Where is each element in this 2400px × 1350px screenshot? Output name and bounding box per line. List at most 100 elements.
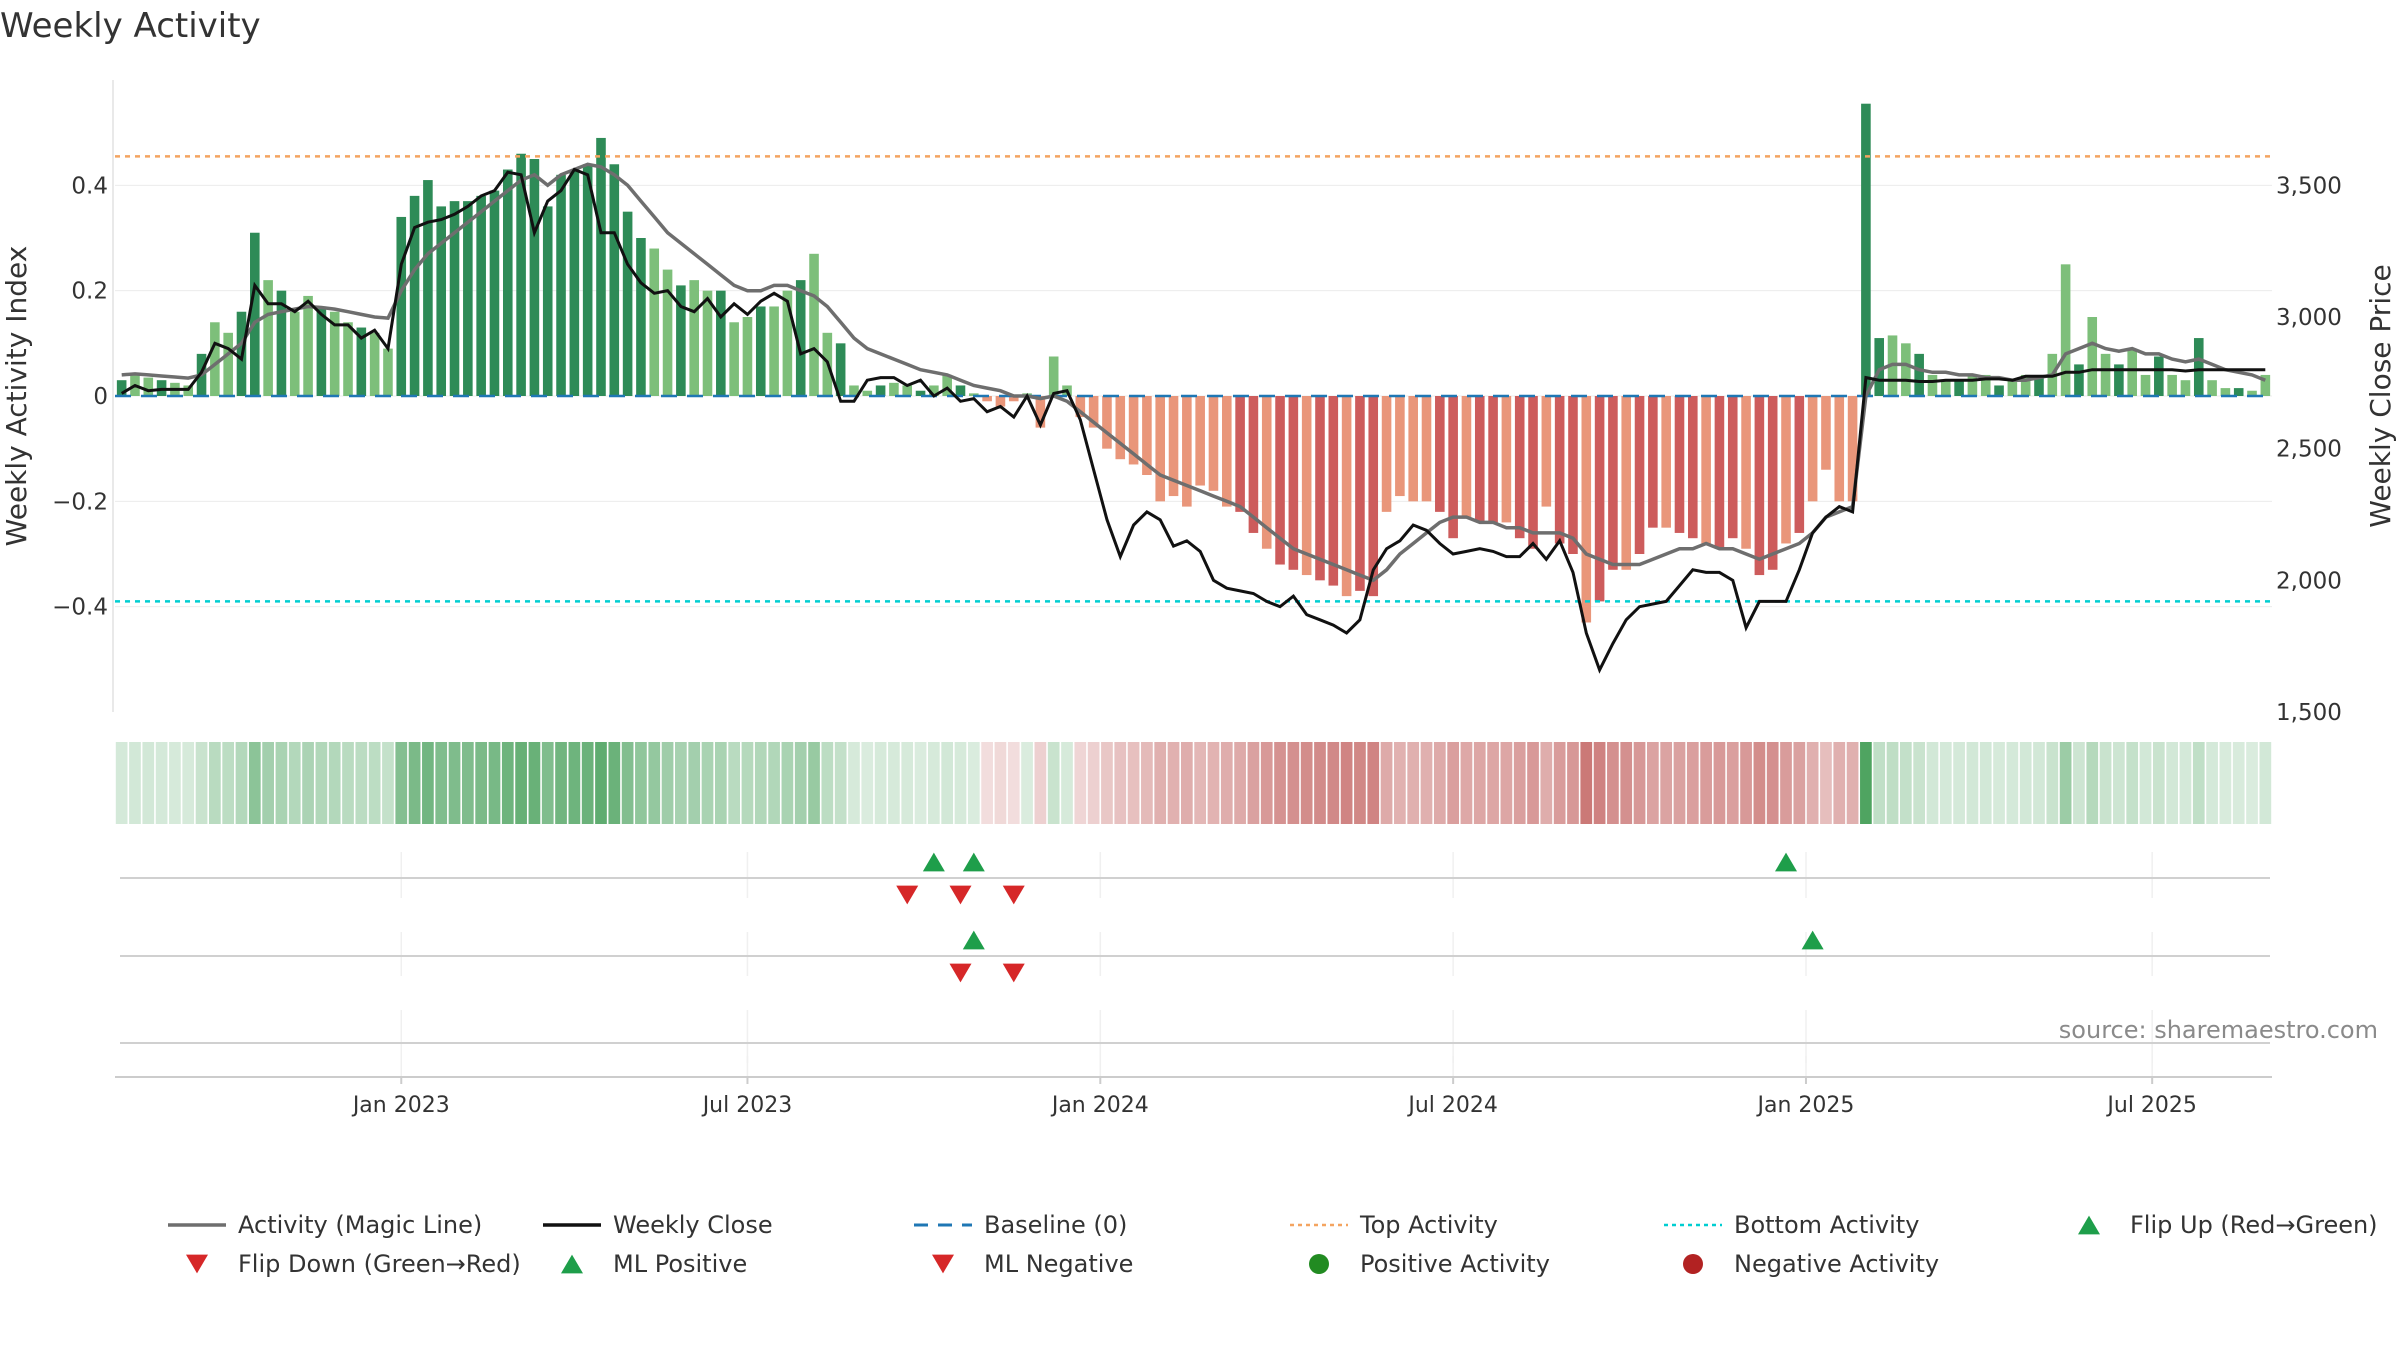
legend-swatch xyxy=(932,1254,954,1274)
legend-label: Flip Down (Green→Red) xyxy=(238,1250,521,1278)
heat-cell xyxy=(888,742,900,824)
heat-cell xyxy=(2179,742,2192,824)
activity-bar xyxy=(1648,396,1658,528)
y-tick-label: 0 xyxy=(93,384,108,410)
activity-bar xyxy=(1568,396,1578,554)
legend-item: ML Positive xyxy=(561,1250,747,1278)
activity-bar xyxy=(1608,396,1618,570)
activity-bar xyxy=(1901,343,1911,396)
heat-cell xyxy=(1660,742,1673,824)
activity-bar xyxy=(969,393,979,396)
heat-cell xyxy=(1394,742,1406,824)
heat-cell xyxy=(2206,742,2218,824)
heat-cell xyxy=(2219,742,2232,824)
activity-bar xyxy=(915,390,926,396)
activity-bar xyxy=(1275,396,1285,565)
heat-cell xyxy=(901,742,914,824)
heat-cell xyxy=(222,742,235,824)
heat-cell xyxy=(581,742,594,824)
activity-bar xyxy=(223,332,233,396)
activity-bar xyxy=(1807,396,1818,502)
heat-cell xyxy=(941,742,954,824)
heat-cell xyxy=(1300,742,1313,824)
y-tick-label: −0.4 xyxy=(52,595,108,621)
flip-down-marker xyxy=(1002,885,1025,905)
heat-cell xyxy=(1820,742,1832,824)
activity-bar xyxy=(1248,396,1259,533)
heat-cell xyxy=(2192,742,2205,824)
magic-line-series xyxy=(121,162,2266,583)
activity-bar xyxy=(1421,396,1432,502)
heat-cell xyxy=(1207,742,1220,824)
activity-bar xyxy=(1994,385,2004,396)
activity-bar xyxy=(1208,396,1219,491)
legend-label: Flip Up (Red→Green) xyxy=(2130,1211,2378,1239)
activity-bar xyxy=(1301,396,1312,576)
heat-cell xyxy=(728,742,740,824)
heat-cell xyxy=(914,742,927,824)
activity-bar xyxy=(1714,396,1725,549)
activity-bar xyxy=(1395,396,1405,497)
heat-cell xyxy=(1167,742,1180,824)
heat-cell xyxy=(515,742,527,824)
heat-cell xyxy=(1513,742,1526,824)
heat-cell xyxy=(448,742,461,824)
legend-label: ML Negative xyxy=(984,1250,1133,1278)
heat-cell xyxy=(2033,742,2045,824)
ml-positive-marker xyxy=(962,930,985,950)
activity-bar xyxy=(1741,396,1751,549)
legend-label: Activity (Magic Line) xyxy=(238,1211,482,1239)
activity-bar xyxy=(143,377,154,396)
heat-cell xyxy=(1314,742,1326,824)
activity-bar xyxy=(303,295,313,396)
activity-bar xyxy=(1821,396,1831,470)
heat-cell xyxy=(1939,742,1952,824)
heat-cell xyxy=(302,742,314,824)
activity-bar xyxy=(1581,396,1592,623)
x-tick-label: Jul 2025 xyxy=(2105,1093,2197,1118)
heat-cell xyxy=(1460,742,1473,824)
legend-label: ML Positive xyxy=(613,1250,747,1278)
heat-cell xyxy=(967,742,980,824)
activity-bar xyxy=(2114,364,2124,396)
heat-cell xyxy=(2166,742,2178,824)
activity-bar xyxy=(2127,348,2137,396)
legend-swatch xyxy=(1309,1254,1329,1274)
heat-cell xyxy=(115,742,128,824)
legend-item: Flip Down (Green→Red) xyxy=(186,1250,521,1278)
activity-bar xyxy=(1261,396,1272,549)
heat-cell xyxy=(2019,742,2032,824)
ml-positive-marker xyxy=(1801,930,1824,950)
heat-cell xyxy=(541,742,554,824)
activity-bar xyxy=(1008,396,1019,402)
heat-cell xyxy=(422,742,434,824)
activity-bar xyxy=(1435,396,1445,512)
x-tick-label: Jan 2024 xyxy=(1050,1093,1149,1118)
legend-label: Bottom Activity xyxy=(1734,1211,1919,1239)
activity-bar xyxy=(1235,396,1245,512)
heat-cell xyxy=(235,742,248,824)
activity-bar xyxy=(1102,396,1112,449)
heat-cell xyxy=(1101,742,1113,824)
y2-axis-label: Weekly Close Price xyxy=(2364,264,2397,527)
heat-cell xyxy=(1860,742,1872,824)
activity-bar xyxy=(649,248,660,396)
activity-bar xyxy=(862,390,873,396)
heat-cell xyxy=(1673,742,1686,824)
activity-bar xyxy=(1874,338,1885,396)
activity-bar xyxy=(596,137,606,396)
activity-bar xyxy=(1315,396,1325,581)
heat-cell xyxy=(435,742,448,824)
heat-cell xyxy=(1753,742,1766,824)
heat-cell xyxy=(981,742,993,824)
activity-bar xyxy=(1847,396,1858,502)
y2-tick-label: 2,000 xyxy=(2276,568,2342,594)
activity-bar xyxy=(809,253,819,396)
activity-bar xyxy=(1128,396,1139,465)
activity-bar xyxy=(1221,396,1232,507)
heat-cell xyxy=(2139,742,2152,824)
activity-bar xyxy=(582,164,593,396)
heat-cell xyxy=(635,742,647,824)
activity-bar xyxy=(1781,396,1791,544)
heat-cell xyxy=(874,742,887,824)
